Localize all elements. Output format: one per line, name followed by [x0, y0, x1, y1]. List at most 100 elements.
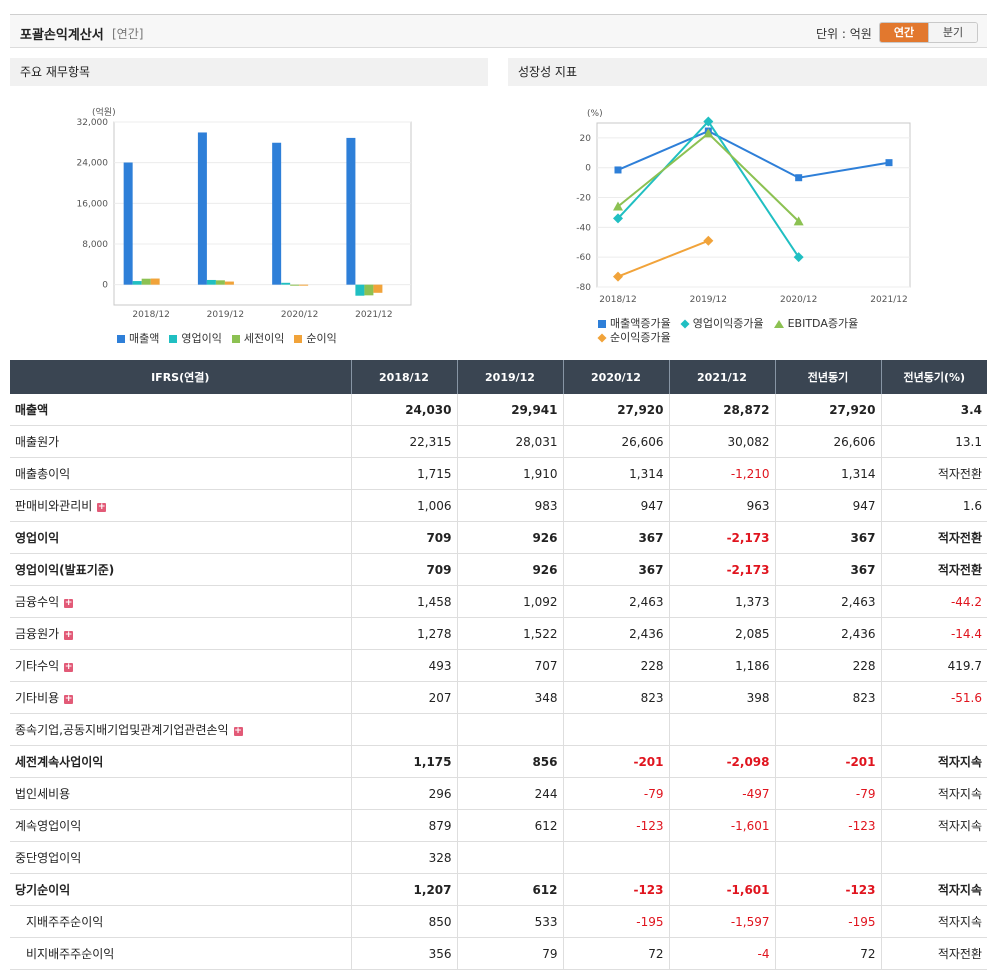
table-cell: 2,085 [668, 617, 775, 650]
row-label-text: 법인세비용 [15, 787, 71, 801]
statement-title: 포괄손익계산서 [20, 28, 104, 43]
y-tick-label: 24,000 [77, 159, 109, 169]
statement-header: 포괄손익계산서 [연간] 단위 : 억원 연간 분기 [10, 14, 987, 48]
bar [123, 162, 133, 285]
row-label-text: 비지배주주순이익 [26, 947, 115, 961]
y-tick-label: 32,000 [77, 118, 109, 128]
table-cell: 1,314 [562, 457, 669, 490]
table-cell: -2,098 [668, 745, 775, 778]
legend-swatch [117, 335, 125, 343]
table-cell: -123 [562, 809, 669, 842]
table-cell: 24,030 [350, 394, 457, 426]
table-cell: 1,715 [350, 457, 457, 490]
annual-toggle-button[interactable]: 연간 [880, 23, 928, 42]
x-tick-label: 2020/12 [281, 310, 318, 320]
table-cell: -201 [562, 745, 669, 778]
table-cell: -123 [774, 809, 881, 842]
table-cell: 367 [774, 521, 881, 554]
table-cell: 1,207 [350, 873, 457, 906]
row-label: 매출액 [10, 394, 351, 426]
table-cell: 적자전환 [880, 457, 987, 490]
table-cell: 1,186 [668, 649, 775, 682]
table-row: 중단영업이익 328 [10, 841, 987, 874]
bar-chart-legend: 매출액 영업이익 세전이익 순이익 [117, 330, 477, 346]
expand-icon[interactable]: + [97, 502, 107, 512]
table-row: 매출액 24,030 29,941 27,920 28,872 27,920 3.4 [10, 394, 987, 426]
table-row: 기타비용 +207 348 823 398 823 -51.6 [10, 681, 987, 714]
table-header-row: IFRS(연결) 2018/12 2019/12 2020/12 2021/12 전년동기… [10, 360, 987, 394]
data-point [703, 235, 714, 246]
legend-item: 영업이익증가율 [680, 317, 764, 330]
table-cell: 1,006 [350, 489, 457, 522]
legend-swatch [773, 320, 784, 328]
table-cell: -195 [562, 905, 669, 938]
data-point [613, 213, 623, 224]
growth-line-chart: (%) -80 -60 -40 -20 0 20 2018/12 2019/12 2020/12 2… [576, 109, 911, 305]
header-period: 2019/12 [456, 360, 563, 394]
expand-icon[interactable]: + [233, 726, 243, 736]
expand-icon[interactable]: + [64, 598, 74, 608]
table-cell: 398 [668, 681, 775, 714]
data-point [613, 201, 623, 211]
row-label-text: 계속영업이익 [15, 819, 82, 833]
table-cell: 856 [456, 745, 563, 778]
table-cell: 2,463 [774, 585, 881, 618]
y-tick-label: -20 [576, 194, 591, 204]
table-cell: 1,373 [668, 585, 775, 618]
legend-swatch [294, 335, 303, 343]
table-cell: 28,031 [456, 425, 563, 458]
row-label-text: 금융수익 [15, 595, 60, 609]
table-cell: 적자지속 [880, 873, 987, 906]
legend-item: 매출액 [117, 332, 159, 345]
header-period: 전년동기(%) [880, 360, 987, 394]
table-cell: 926 [456, 553, 563, 586]
expand-icon[interactable]: + [64, 662, 74, 672]
row-label: 영업이익(발표기준) [10, 553, 351, 586]
legend-item: 매출액증가율 [598, 317, 671, 330]
table-row: 매출총이익 1,715 1,910 1,314 -1,210 1,314 적자전환 [10, 457, 987, 490]
legend-item: 세전이익 [231, 332, 285, 345]
x-tick-label: 2021/12 [870, 295, 907, 305]
row-label: 세전계속사업이익 [10, 745, 351, 778]
table-cell: 1,458 [350, 585, 457, 618]
bar [215, 280, 225, 285]
quarter-toggle-button[interactable]: 분기 [928, 23, 977, 42]
legend-item: EBITDA증가율 [773, 317, 858, 330]
row-label-text: 기타비용 [15, 691, 60, 705]
table-cell [774, 841, 881, 874]
expand-icon[interactable]: + [64, 694, 74, 704]
row-label: 금융수익 + [10, 585, 351, 618]
row-label: 기타수익 + [10, 649, 351, 682]
table-row: 지배주주순이익 850 533 -195 -1,597 -195 적자지속 [10, 905, 987, 938]
table-cell: 1,278 [350, 617, 457, 650]
table-cell: 879 [350, 809, 457, 842]
legend-item: 순이익 [294, 332, 337, 345]
row-label-text: 영업이익 [15, 531, 60, 545]
y-tick-label: -80 [576, 283, 591, 293]
table-row: 금융수익 +1,458 1,092 2,463 1,373 2,463 -44.2 [10, 585, 987, 618]
data-point [793, 216, 804, 226]
table-cell: 72 [562, 937, 669, 970]
bar [206, 279, 216, 285]
table-cell: -1,601 [668, 809, 775, 842]
table-cell: 26,606 [774, 425, 881, 458]
legend-swatch [169, 335, 178, 343]
row-label: 당기순이익 [10, 873, 351, 906]
table-cell: 947 [562, 489, 669, 522]
legend-label: 순이익 [306, 332, 337, 345]
legend-label: 세전이익 [243, 332, 285, 345]
table-cell: 적자전환 [880, 521, 987, 554]
table-cell [774, 713, 881, 746]
legend-item: 순이익증가율 [597, 331, 671, 344]
row-label-text: 판매비와관리비 [15, 499, 93, 513]
expand-icon[interactable]: + [64, 630, 74, 640]
table-cell: 612 [456, 873, 563, 906]
line-chart-legend: 매출액증가율 영업이익증가율 EBITDA증가율순이익증가율 [597, 317, 898, 345]
table-cell: 1.6 [880, 489, 987, 522]
x-tick-label: 2019/12 [207, 310, 244, 320]
table-cell: -4 [668, 937, 775, 970]
table-cell: 13.1 [880, 425, 987, 458]
legend-swatch [597, 333, 607, 343]
row-label-text: 매출총이익 [15, 467, 71, 481]
data-point [703, 128, 714, 138]
